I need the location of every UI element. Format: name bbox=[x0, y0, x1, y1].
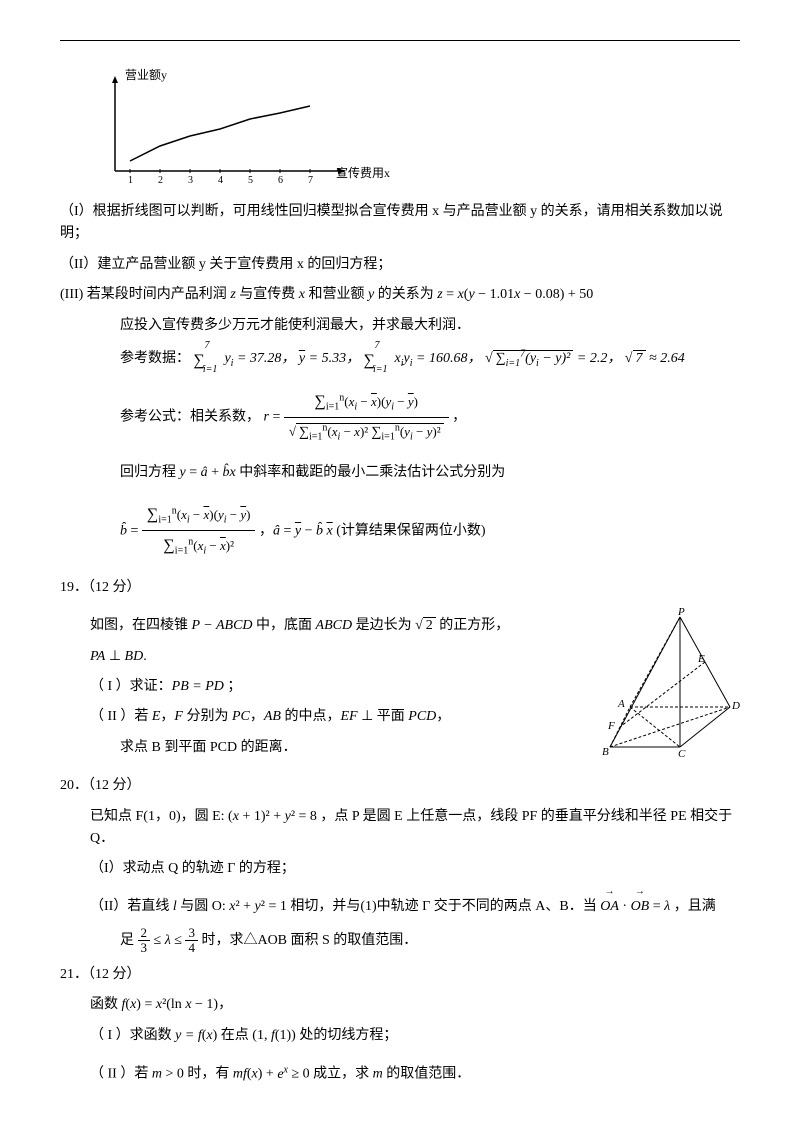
q20-part1: （I）求动点 Q 的轨迹 Γ 的方程； bbox=[90, 858, 740, 880]
svg-text:C: C bbox=[678, 748, 686, 757]
svg-text:1: 1 bbox=[128, 175, 133, 186]
frac-low-n: 2 bbox=[138, 926, 151, 941]
q21-num: 21．（12 分） bbox=[60, 967, 141, 982]
frac-high-n: 3 bbox=[185, 926, 198, 941]
svg-text:4: 4 bbox=[218, 175, 223, 186]
q21-line1: 函数 f(x) = x²(ln x − 1)， bbox=[90, 994, 740, 1016]
svg-text:5: 5 bbox=[248, 175, 253, 186]
q19-part2-sub: 求点 B 到平面 PCD 的距离． bbox=[120, 737, 570, 759]
formula-note: (计算结果保留两位小数) bbox=[336, 523, 485, 538]
page-top-rule bbox=[60, 40, 740, 41]
svg-text:2: 2 bbox=[158, 175, 163, 186]
q19-part2: （ II ）若 E，F 分别为 PC，AB 的中点，EF ⊥ 平面 PCD， bbox=[90, 706, 570, 728]
y-bar: 5.33 bbox=[322, 351, 347, 366]
q-part3-sub: 应投入宣传费多少万元才能使利润最大，并求最大利润． bbox=[120, 315, 740, 337]
q20-line2-b: 时，求△AOB 面积 S 的取值范围． bbox=[198, 933, 417, 948]
ref-formula-label: 参考公式：相关系数， bbox=[120, 409, 260, 424]
svg-text:A: A bbox=[617, 698, 625, 710]
q19-num: 19．（12 分） bbox=[60, 580, 141, 595]
svg-text:7: 7 bbox=[308, 175, 313, 186]
q20-num: 20．（12 分） bbox=[60, 778, 141, 793]
regression-formula: b̂ = ∑i=1n(xi − x)(yi − y) ∑i=1n(xi − x)… bbox=[120, 500, 740, 562]
q19-line1: 如图，在四棱锥 P − ABCD 中，底面 ABCD 是边长为 √2 的正方形， bbox=[90, 615, 570, 637]
q20-part2: （II）若直线 l 与圆 O: x² + y² = 1 相切，并与(1)中轨迹 … bbox=[90, 896, 740, 918]
q21-part2: （ II ）若 m > 0 时，有 mf(x) + ex ≥ 0 成立，求 m … bbox=[90, 1062, 740, 1086]
q20-line1: 已知点 F(1，0)，圆 E: (x + 1)² + y² = 8 ，点 P 是… bbox=[90, 806, 740, 851]
sum-sq: 2.2 bbox=[590, 351, 608, 366]
chart-svg: 1 2 3 4 5 6 7 bbox=[90, 71, 370, 191]
svg-text:D: D bbox=[731, 700, 740, 712]
svg-text:F: F bbox=[607, 720, 615, 732]
sqrt7: 2.64 bbox=[660, 351, 685, 366]
sum-y: 37.28 bbox=[250, 351, 282, 366]
q21-part1: （ I ）求函数 y = f(x) 在点 (1, f(1)) 处的切线方程； bbox=[90, 1025, 740, 1047]
ref-data-formulas: ∑i=17yi = 37.28， y = 5.33， ∑i=17xiyi = 1… bbox=[194, 351, 685, 366]
frac-low-d: 3 bbox=[138, 941, 151, 955]
q19-container: 如图，在四棱锥 P − ABCD 中，底面 ABCD 是边长为 √2 的正方形，… bbox=[60, 607, 740, 767]
q19-header: 19．（12 分） bbox=[60, 577, 740, 599]
svg-text:B: B bbox=[602, 746, 609, 757]
line-chart: 营业额y 1 2 3 4 5 6 7 宣传费用x bbox=[90, 71, 370, 191]
q-part2: （II）建立产品营业额 y 关于宣传费用 x 的回归方程； bbox=[60, 254, 740, 276]
q19-part1: （ I ）求证：PB = PD ； bbox=[90, 676, 570, 698]
svg-text:P: P bbox=[677, 607, 685, 618]
pyramid-diagram: P A B C D E F bbox=[580, 607, 740, 757]
y-axis-label: 营业额y bbox=[125, 66, 167, 85]
q20-header: 20．（12 分） bbox=[60, 775, 740, 797]
q20-part2-line2: 足 23 ≤ λ ≤ 34 时，求△AOB 面积 S 的取值范围． bbox=[120, 926, 740, 956]
q-part1: （I）根据折线图可以判断，可用线性回归模型拟合宣传费用 x 与产品营业额 y 的… bbox=[60, 201, 740, 246]
q21-header: 21．（12 分） bbox=[60, 964, 740, 986]
svg-text:E: E bbox=[697, 653, 705, 665]
q19-line2: PA ⊥ BD. bbox=[90, 646, 570, 668]
sum-xy: 160.68 bbox=[429, 351, 468, 366]
ref-data-label: 参考数据： bbox=[120, 351, 190, 366]
svg-text:6: 6 bbox=[278, 175, 283, 186]
q-part3-text: (III) 若某段时间内产品利润 z 与宣传费 x 和营业额 y 的关系为 z … bbox=[60, 287, 593, 302]
regression-text: 回归方程 y = â + b̂x 中斜率和截距的最小二乘法估计公式分别为 bbox=[120, 462, 740, 484]
reference-data: 参考数据： ∑i=17yi = 37.28， y = 5.33， ∑i=17xi… bbox=[120, 345, 740, 372]
svg-text:3: 3 bbox=[188, 175, 193, 186]
correlation-formula: 参考公式：相关系数， r = ∑i=1n(xi − x)(yi − y) √∑i… bbox=[120, 387, 740, 448]
x-axis-label: 宣传费用x bbox=[336, 164, 390, 183]
frac-high-d: 4 bbox=[185, 941, 198, 955]
q-part3: (III) 若某段时间内产品利润 z 与宣传费 x 和营业额 y 的关系为 z … bbox=[60, 284, 740, 306]
